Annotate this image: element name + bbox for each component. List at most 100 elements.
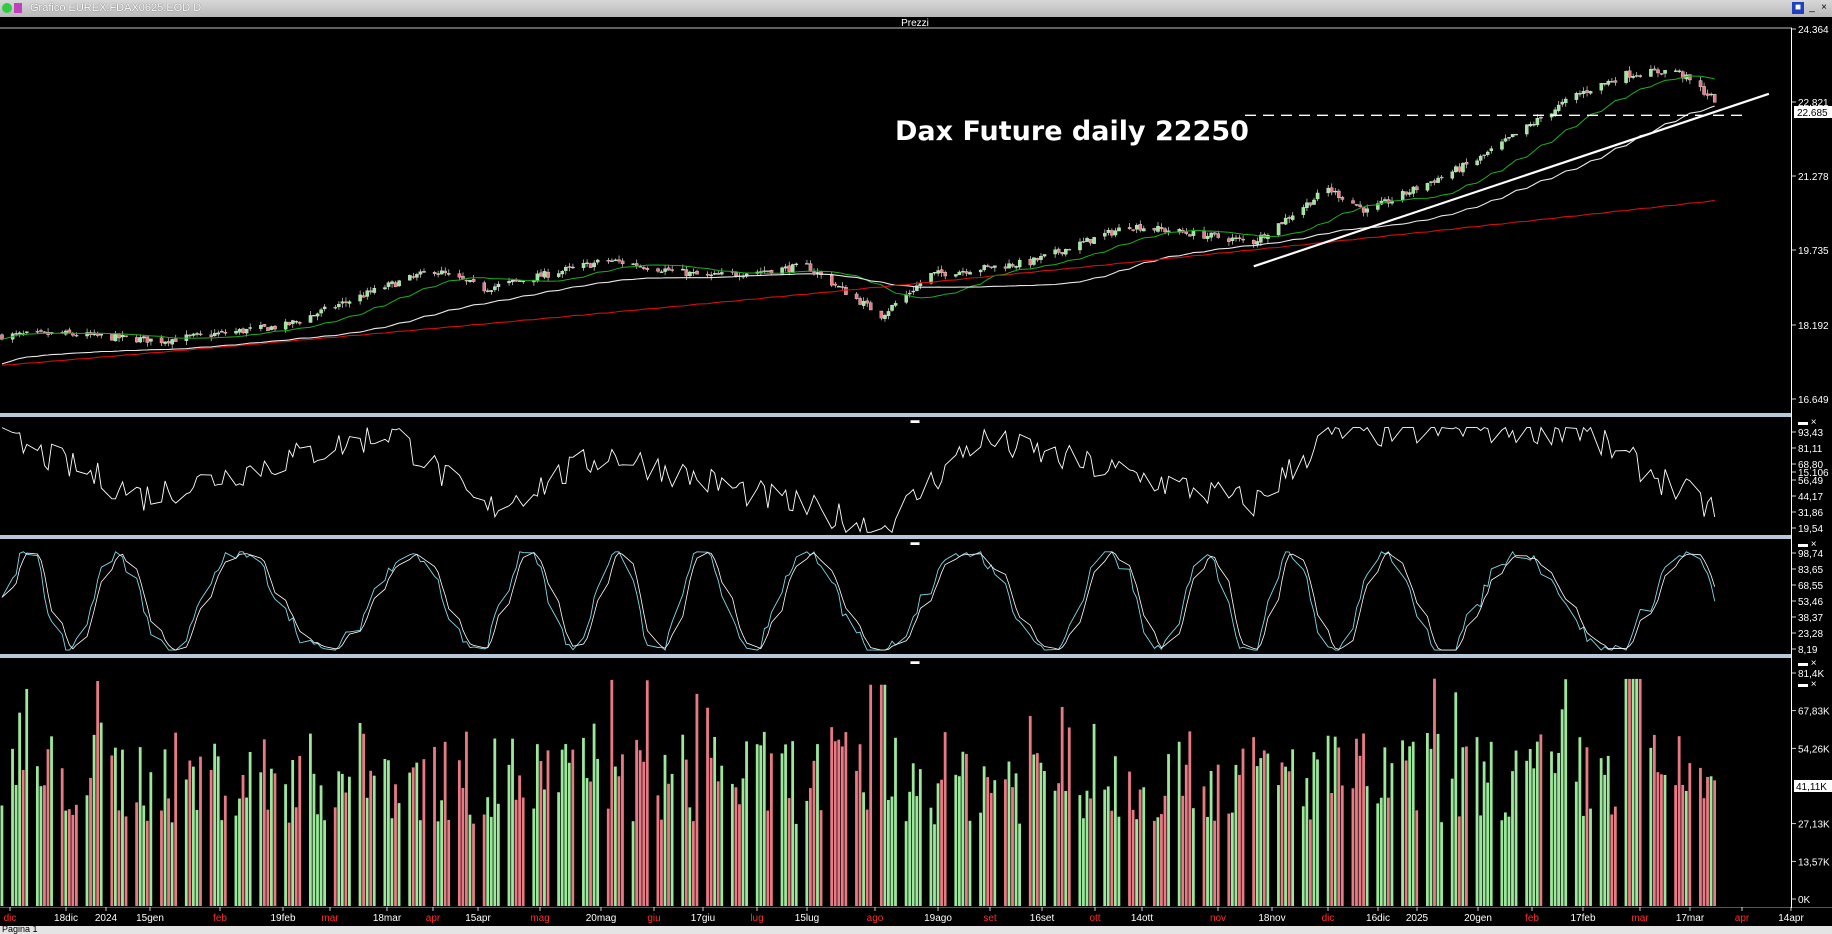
x-tick-label: 15lug	[795, 913, 819, 924]
candle	[865, 297, 869, 307]
candle	[1500, 139, 1504, 152]
volume-bar	[1202, 786, 1206, 906]
volume-bar	[124, 816, 128, 906]
volume-bar	[631, 821, 635, 906]
volume-bar	[1688, 763, 1692, 906]
menu-icon[interactable]	[14, 3, 22, 13]
candle	[1556, 101, 1561, 113]
x-axis-line	[0, 907, 1832, 908]
volume-bar	[1032, 754, 1036, 906]
volume-bar	[67, 809, 71, 906]
candle-body	[1110, 230, 1114, 236]
window-icon[interactable]: ■	[1792, 2, 1804, 14]
candle-body	[244, 328, 249, 334]
candle	[1315, 189, 1320, 202]
page-tab[interactable]: Pagina 1	[2, 924, 38, 934]
candle-body	[216, 332, 221, 335]
x-tick-label: giu	[647, 913, 660, 924]
candle-body	[1191, 230, 1196, 236]
volume-bar	[592, 723, 596, 906]
volume-bar	[1316, 759, 1319, 906]
volume-bar	[358, 722, 362, 906]
volume-bar	[1624, 678, 1628, 906]
candle	[259, 321, 263, 332]
volume-bar	[447, 819, 451, 906]
candle	[1439, 174, 1444, 181]
rsi-panel[interactable]	[1, 426, 1716, 534]
volume-bar	[1280, 762, 1284, 906]
candle	[961, 267, 965, 276]
volume-bar	[1606, 755, 1610, 906]
candle-body	[1103, 233, 1107, 237]
candle	[1188, 233, 1192, 237]
candle-body	[840, 286, 845, 288]
candle	[1432, 178, 1437, 186]
candle	[1482, 154, 1486, 159]
candle	[1404, 191, 1408, 197]
candle-body	[1209, 232, 1213, 238]
last-price-label: 22.685	[1797, 108, 1828, 119]
candle	[149, 338, 153, 346]
volume-bar	[1028, 716, 1032, 906]
volume-bar	[1525, 760, 1529, 906]
volume-bar	[1429, 748, 1433, 906]
candle-body	[968, 272, 972, 275]
candle-body	[1425, 183, 1430, 191]
candle-body	[340, 301, 345, 304]
candle-body	[1454, 166, 1458, 173]
price-panel[interactable]	[0, 65, 1770, 366]
volume-bar	[1635, 678, 1639, 906]
volume-bar	[1702, 798, 1706, 906]
candle-body	[684, 269, 689, 277]
volume-bar	[60, 768, 64, 906]
minimize-button[interactable]: _	[1809, 2, 1815, 13]
volume-bar	[787, 798, 791, 906]
x-axis: dic 18dic 2024 15gen feb 19feb mar 18mar apr 15ap…	[4, 907, 1804, 924]
candle-body	[42, 331, 47, 333]
x-tick-label: ott	[1089, 913, 1100, 924]
volume-bar	[191, 766, 195, 906]
x-tick-label: mar	[1631, 913, 1649, 924]
candle	[564, 265, 568, 275]
candle	[1365, 204, 1369, 217]
candle-body	[1138, 224, 1143, 231]
candle-body	[1117, 227, 1121, 232]
candle-body	[1411, 186, 1416, 194]
volume-bar	[387, 760, 390, 906]
trendline	[1253, 92, 1770, 268]
candle-body	[780, 267, 784, 275]
candle-body	[163, 341, 167, 344]
volume-bar	[904, 821, 908, 906]
candle	[1464, 158, 1469, 169]
candle-body	[1482, 154, 1486, 157]
x-tick-label: nov	[1210, 913, 1226, 924]
candle-body	[1230, 237, 1235, 241]
candle	[386, 281, 391, 290]
x-tick-label: 14apr	[1778, 913, 1804, 924]
candle	[1652, 65, 1657, 71]
volume-bar	[1489, 741, 1493, 906]
candle-body	[546, 271, 550, 278]
candle-body	[1564, 98, 1568, 104]
volume-bar	[248, 751, 252, 906]
candle	[1351, 197, 1355, 204]
volume-bar	[518, 775, 522, 906]
candle	[1276, 223, 1281, 237]
candle-body	[0, 334, 4, 340]
candle-body	[964, 271, 969, 274]
candle-body	[783, 266, 788, 269]
candle	[1078, 238, 1082, 254]
volume-bar	[138, 747, 142, 906]
close-button[interactable]: ×	[1821, 2, 1827, 13]
volume-bar	[291, 759, 295, 906]
candle	[1578, 90, 1582, 97]
candle-body	[1039, 256, 1043, 260]
stochastic-panel[interactable]	[1, 550, 1716, 651]
volume-panel[interactable]	[0, 678, 1717, 906]
candle-body	[1142, 228, 1146, 232]
candle-body	[982, 264, 986, 271]
candle-body	[716, 272, 721, 275]
candle	[571, 263, 575, 269]
